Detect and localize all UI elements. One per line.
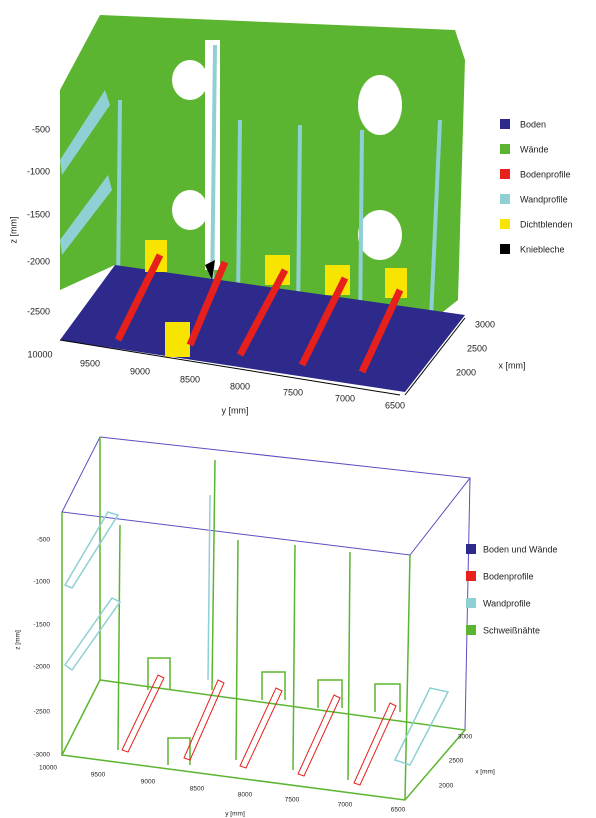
tick-label: -2500 (33, 709, 50, 716)
tick-label: 6500 (391, 807, 406, 814)
tick-label: -1000 (27, 166, 50, 176)
tick-label: 2500 (449, 758, 464, 765)
bottom-plot (62, 437, 470, 800)
tick-label: 3000 (475, 319, 495, 329)
legend-label: Wandprofile (483, 598, 531, 608)
legend-swatch (500, 194, 510, 204)
axis-label: z [mm] (8, 217, 18, 244)
tick-label: -1500 (33, 622, 50, 629)
tick-label: 6500 (385, 400, 405, 410)
axis-label: y [mm] (225, 811, 245, 818)
opening (172, 60, 208, 100)
tick-label: 8000 (230, 381, 250, 391)
axis-label: x [mm] (475, 769, 495, 776)
tick-label: -2000 (27, 256, 50, 266)
tick-label: 2000 (456, 367, 476, 377)
tick-label: -1000 (33, 579, 50, 586)
tick-label: 8500 (190, 786, 205, 793)
opening (358, 75, 402, 135)
tick-label: -500 (37, 537, 50, 544)
tick-label: 9500 (80, 358, 100, 368)
welds (62, 437, 465, 800)
top-legend: Boden Wände Bodenprofile Wandprofile Dic… (500, 119, 573, 254)
legend-label: Dichtblenden (520, 219, 573, 229)
opening (172, 190, 208, 230)
legend-label: Kniebleche (520, 244, 565, 254)
axis-label: y [mm] (222, 405, 249, 415)
legend-swatch (466, 544, 476, 554)
legend-label: Wände (520, 144, 549, 154)
legend-label: Wandprofile (520, 194, 568, 204)
tick-label: -500 (32, 124, 50, 134)
tick-label: 9000 (141, 779, 156, 786)
bottom-labels: z [mm] -500 -1000 -1500 -2000 -2500 -300… (15, 537, 495, 818)
tick-label: 9000 (130, 366, 150, 376)
tick-label: -2000 (33, 664, 50, 671)
tick-label: 7500 (283, 387, 303, 397)
legend-swatch (466, 598, 476, 608)
tick-label: 3000 (458, 734, 473, 741)
tick-label: 8000 (238, 792, 253, 799)
legend-swatch (466, 571, 476, 581)
tick-label: 2000 (439, 783, 454, 790)
wall-profiles (65, 495, 448, 765)
legend-label: Schweißnähte (483, 625, 540, 635)
opening (358, 210, 402, 260)
top-plot (60, 15, 465, 395)
axis-label: x [mm] (499, 360, 526, 370)
tick-label: -1500 (27, 209, 50, 219)
tick-label: 10000 (27, 349, 52, 359)
legend-label: Bodenprofile (520, 169, 571, 179)
bottom-legend: Boden und Wände Bodenprofile Wandprofile… (466, 544, 558, 635)
figure: z [mm] -500 -1000 -1500 -2000 -2500 1000… (0, 0, 596, 818)
legend-swatch (500, 144, 510, 154)
tick-label: 2500 (467, 343, 487, 353)
legend-swatch (500, 119, 510, 129)
legend-swatch (500, 244, 510, 254)
legend-label: Boden (520, 119, 546, 129)
tick-label: 8500 (180, 374, 200, 384)
legend-swatch (500, 219, 510, 229)
axis-label: z [mm] (15, 630, 22, 650)
tick-label: 7000 (335, 393, 355, 403)
tick-label: 10000 (39, 765, 57, 772)
legend-swatch (500, 169, 510, 179)
tick-label: -2500 (27, 306, 50, 316)
legend-label: Boden und Wände (483, 544, 558, 554)
tick-label: 7000 (338, 802, 353, 809)
tick-label: 9500 (91, 772, 106, 779)
tick-label: 7500 (285, 797, 300, 804)
tick-label: -3000 (33, 752, 50, 759)
legend-label: Bodenprofile (483, 571, 534, 581)
legend-swatch (466, 625, 476, 635)
